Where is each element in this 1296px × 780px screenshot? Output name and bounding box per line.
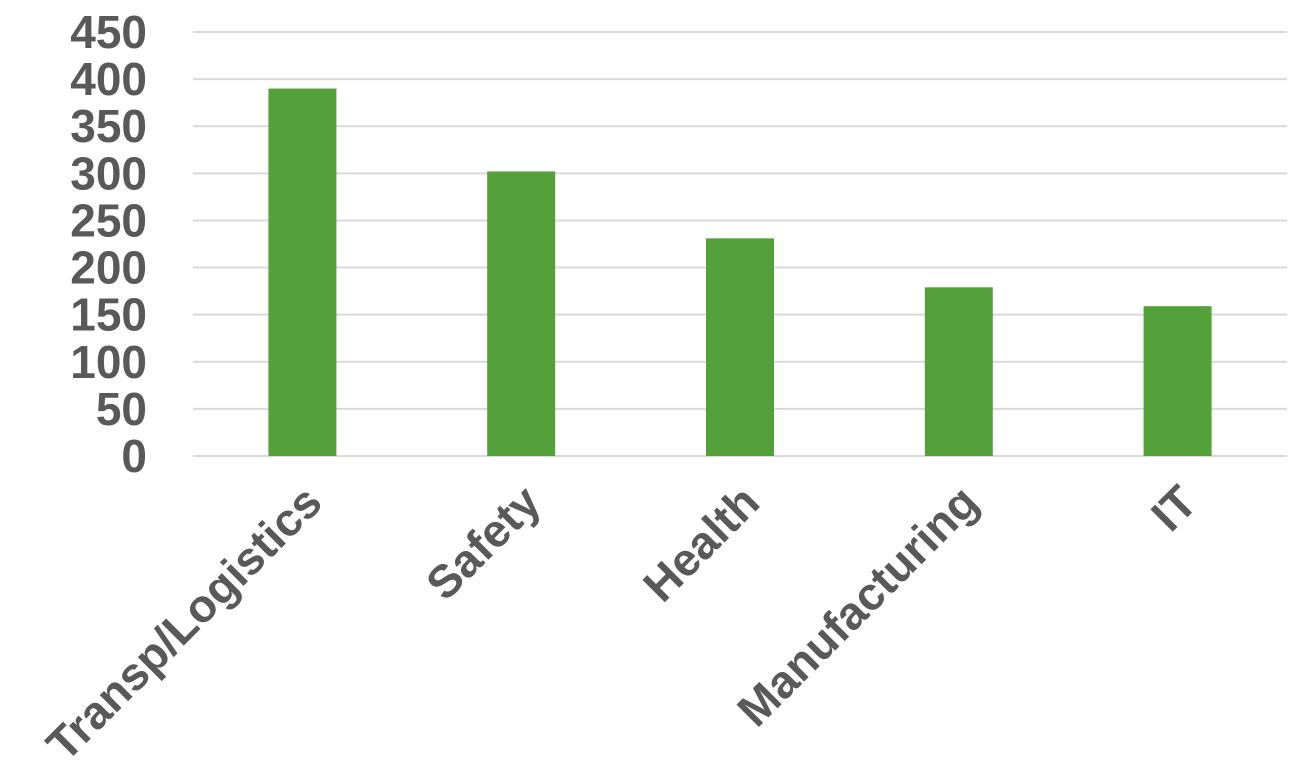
x-category-label: Transp/Logistics — [36, 475, 331, 770]
bars — [268, 88, 1212, 457]
y-tick-label: 350 — [70, 100, 147, 152]
x-category-label: IT — [1141, 475, 1207, 541]
y-tick-label: 400 — [70, 53, 147, 105]
y-tick-label: 0 — [121, 430, 147, 482]
bar — [924, 287, 993, 456]
y-tick-label: 50 — [96, 383, 147, 435]
bar — [487, 171, 556, 456]
x-category-label: Safety — [416, 475, 551, 610]
y-tick-label: 100 — [70, 336, 147, 388]
y-tick-label: 250 — [70, 194, 147, 246]
x-axis-category-labels: Transp/Logistics Safety HealthManufacturin… — [36, 475, 1206, 771]
bar — [268, 88, 337, 457]
y-tick-label: 200 — [70, 242, 147, 294]
y-tick-label: 450 — [70, 6, 147, 58]
y-tick-label: 300 — [70, 147, 147, 199]
bar — [1143, 306, 1212, 456]
y-tick-label: 150 — [70, 289, 147, 341]
x-category-label: Health — [633, 475, 769, 611]
bar — [706, 238, 774, 456]
